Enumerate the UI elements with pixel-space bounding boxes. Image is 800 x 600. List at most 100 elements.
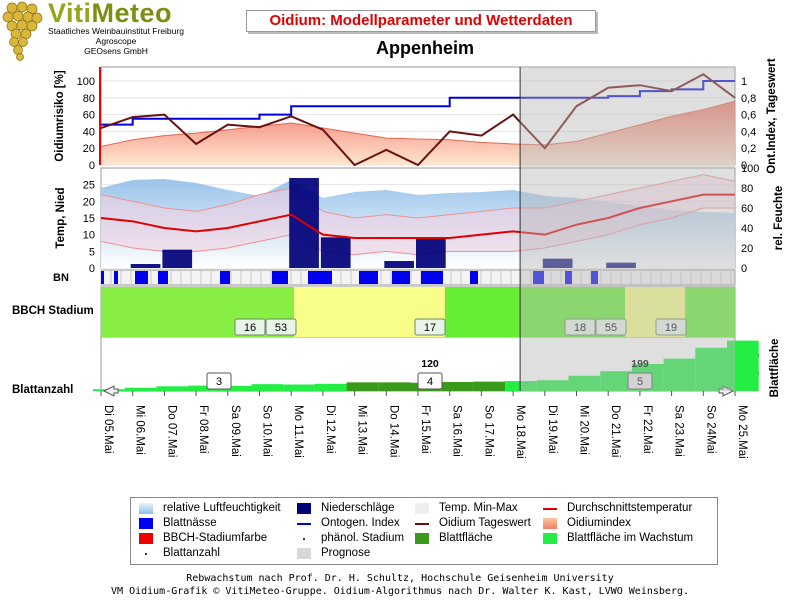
oidium-tageswert-line — [100, 73, 736, 167]
x-tick-label-16: Do 21.Mai — [609, 405, 621, 457]
x-tick-label-12: So 17.Mai — [482, 405, 494, 457]
legend-swatch — [139, 518, 153, 529]
blattflaeche-value: 199 — [631, 358, 649, 370]
niederschlag-bar-1 — [130, 264, 161, 268]
blattanzahl-label: Blattanzahl — [12, 384, 73, 396]
tick-label-right: 20 — [741, 243, 753, 255]
x-tick-label-11: Sa 16.Mai — [451, 405, 463, 457]
footer-line-1: Rebwachstum nach Prof. Dr. H. Schultz, H… — [186, 573, 614, 584]
legend-swatch — [415, 533, 429, 544]
tick-label-left: 40 — [83, 126, 95, 138]
legend-swatch — [139, 533, 153, 544]
bbch-label: BBCH Stadium — [12, 305, 94, 317]
blattnaesse-mark-13 — [591, 271, 598, 284]
blattflaeche-bar-9 — [378, 382, 410, 391]
blattnaesse-mark-1 — [114, 271, 118, 284]
oidiumindex-area — [101, 101, 735, 165]
legend-swatch — [139, 503, 153, 514]
blattflaeche-value: 120 — [421, 358, 439, 370]
ylabel-blattflaeche: Blattfläche — [769, 339, 781, 398]
blattflaeche-bar-2 — [156, 386, 189, 391]
legend-swatch — [543, 533, 557, 544]
legend-swatch — [415, 523, 429, 525]
scroll-left-icon — [102, 385, 119, 397]
prognose-overlay — [520, 67, 735, 391]
tick-label-left: 20 — [83, 196, 95, 208]
location-title: Appenheim — [375, 38, 474, 58]
tick-label-right: 0,4 — [741, 126, 756, 138]
blattflaeche-bar-5 — [251, 384, 284, 391]
tick-label-right: 0,6 — [741, 110, 756, 122]
tick-label-left: 60 — [83, 110, 95, 122]
x-tick-label-5: So 10.Mai — [261, 405, 273, 457]
blattflaeche-bar-19 — [695, 347, 727, 391]
tick-label-left: 100 — [77, 76, 95, 88]
bbch-stage-label: 55 — [605, 322, 617, 334]
legend-swatch — [415, 503, 429, 514]
blattflaeche-bar-14 — [536, 380, 569, 391]
blattnaesse-mark-3 — [158, 271, 168, 284]
ylabel-rel-feuchte: rel. Feuchte — [773, 186, 785, 251]
blattflaeche-bar-7 — [314, 383, 347, 391]
niederschlag-bar-14 — [542, 258, 573, 268]
oidiumindex-line — [100, 100, 736, 148]
logo-line-2: Agroscope — [95, 36, 137, 46]
temp-max-line — [100, 174, 736, 219]
legend-swatch — [297, 503, 311, 514]
blattflaeche-bar-20 — [727, 340, 759, 391]
niederschlag-bar-7 — [320, 237, 351, 268]
legend-swatch — [297, 533, 311, 544]
x-tick-label-8: Mi 13.Mai — [356, 405, 368, 455]
blattanzahl-box — [417, 372, 443, 390]
blattnaesse-mark-10 — [470, 271, 478, 284]
x-tick-label-6: Mo 11.Mai — [292, 405, 304, 458]
bn-label: BN — [53, 272, 69, 284]
blattflaeche-bar-4 — [219, 385, 252, 391]
blattflaeche-bar-8 — [346, 382, 379, 391]
niederschlag-bar-2 — [162, 249, 193, 268]
blattanzahl-value: 3 — [216, 376, 222, 388]
bbch-stage-label: 16 — [244, 322, 256, 334]
blattflaeche-bar-13 — [505, 381, 537, 391]
tick-label-right: 40 — [741, 223, 753, 235]
blattflaeche-bar-3 — [188, 385, 220, 391]
x-tick-label-2: Do 07.Mai — [165, 405, 177, 457]
bbch-stage-box — [265, 318, 297, 336]
x-tick-label-18: Sa 23.Mai — [673, 405, 685, 457]
bbch-band-green-3 — [685, 287, 735, 337]
tick-label-right: 60 — [741, 203, 753, 215]
blattnaesse-mark-0 — [101, 271, 104, 284]
ylabel-oidiumrisiko: Oidiumrisiko [%] — [54, 70, 66, 162]
x-tick-label-1: Mi 06.Mai — [134, 405, 146, 455]
blattflaeche-bar-18 — [663, 358, 696, 391]
tick-label-right: 1 — [741, 76, 747, 88]
bbch-stage-box — [414, 318, 446, 336]
chart-title: Oidium: Modellparameter und Wetterdaten — [246, 10, 596, 32]
blattflaeche-bar-1 — [124, 387, 157, 391]
x-tick-label-3: Fr 08.Mai — [197, 405, 209, 454]
blattnaesse-mark-4 — [220, 271, 230, 284]
tick-label-left: 0 — [89, 263, 95, 275]
tick-label-right: 80 — [741, 183, 753, 195]
blattnaesse-mark-9 — [421, 271, 443, 284]
legend-swatch — [139, 548, 153, 559]
blattanzahl-value: 4 — [427, 376, 433, 388]
x-tick-label-9: Do 14.Mai — [387, 405, 399, 457]
ontogen-index-line — [101, 80, 735, 126]
blattflaeche-bar-6 — [283, 384, 315, 391]
blattflaeche-bar-16 — [600, 371, 632, 391]
legend: relative Luftfeuchtigkeit Niederschläge … — [130, 497, 718, 565]
x-tick-label-17: Fr 22.Mai — [641, 405, 653, 454]
x-tick-label-15: Mi 20.Mai — [578, 405, 590, 455]
niederschlag-bar-9 — [384, 261, 414, 268]
tick-label-left: 80 — [83, 93, 95, 105]
legend-swatch — [543, 508, 557, 510]
logo-line-3: GEOsens GmbH — [84, 46, 148, 56]
legend-swatch — [297, 548, 311, 559]
durchschnittstemperatur-line — [100, 193, 735, 239]
bbch-stage-label: 17 — [424, 322, 436, 334]
bbch-stage-box — [595, 318, 627, 336]
blattanzahl-box — [627, 372, 653, 390]
blattflaeche-bar-15 — [568, 375, 601, 391]
